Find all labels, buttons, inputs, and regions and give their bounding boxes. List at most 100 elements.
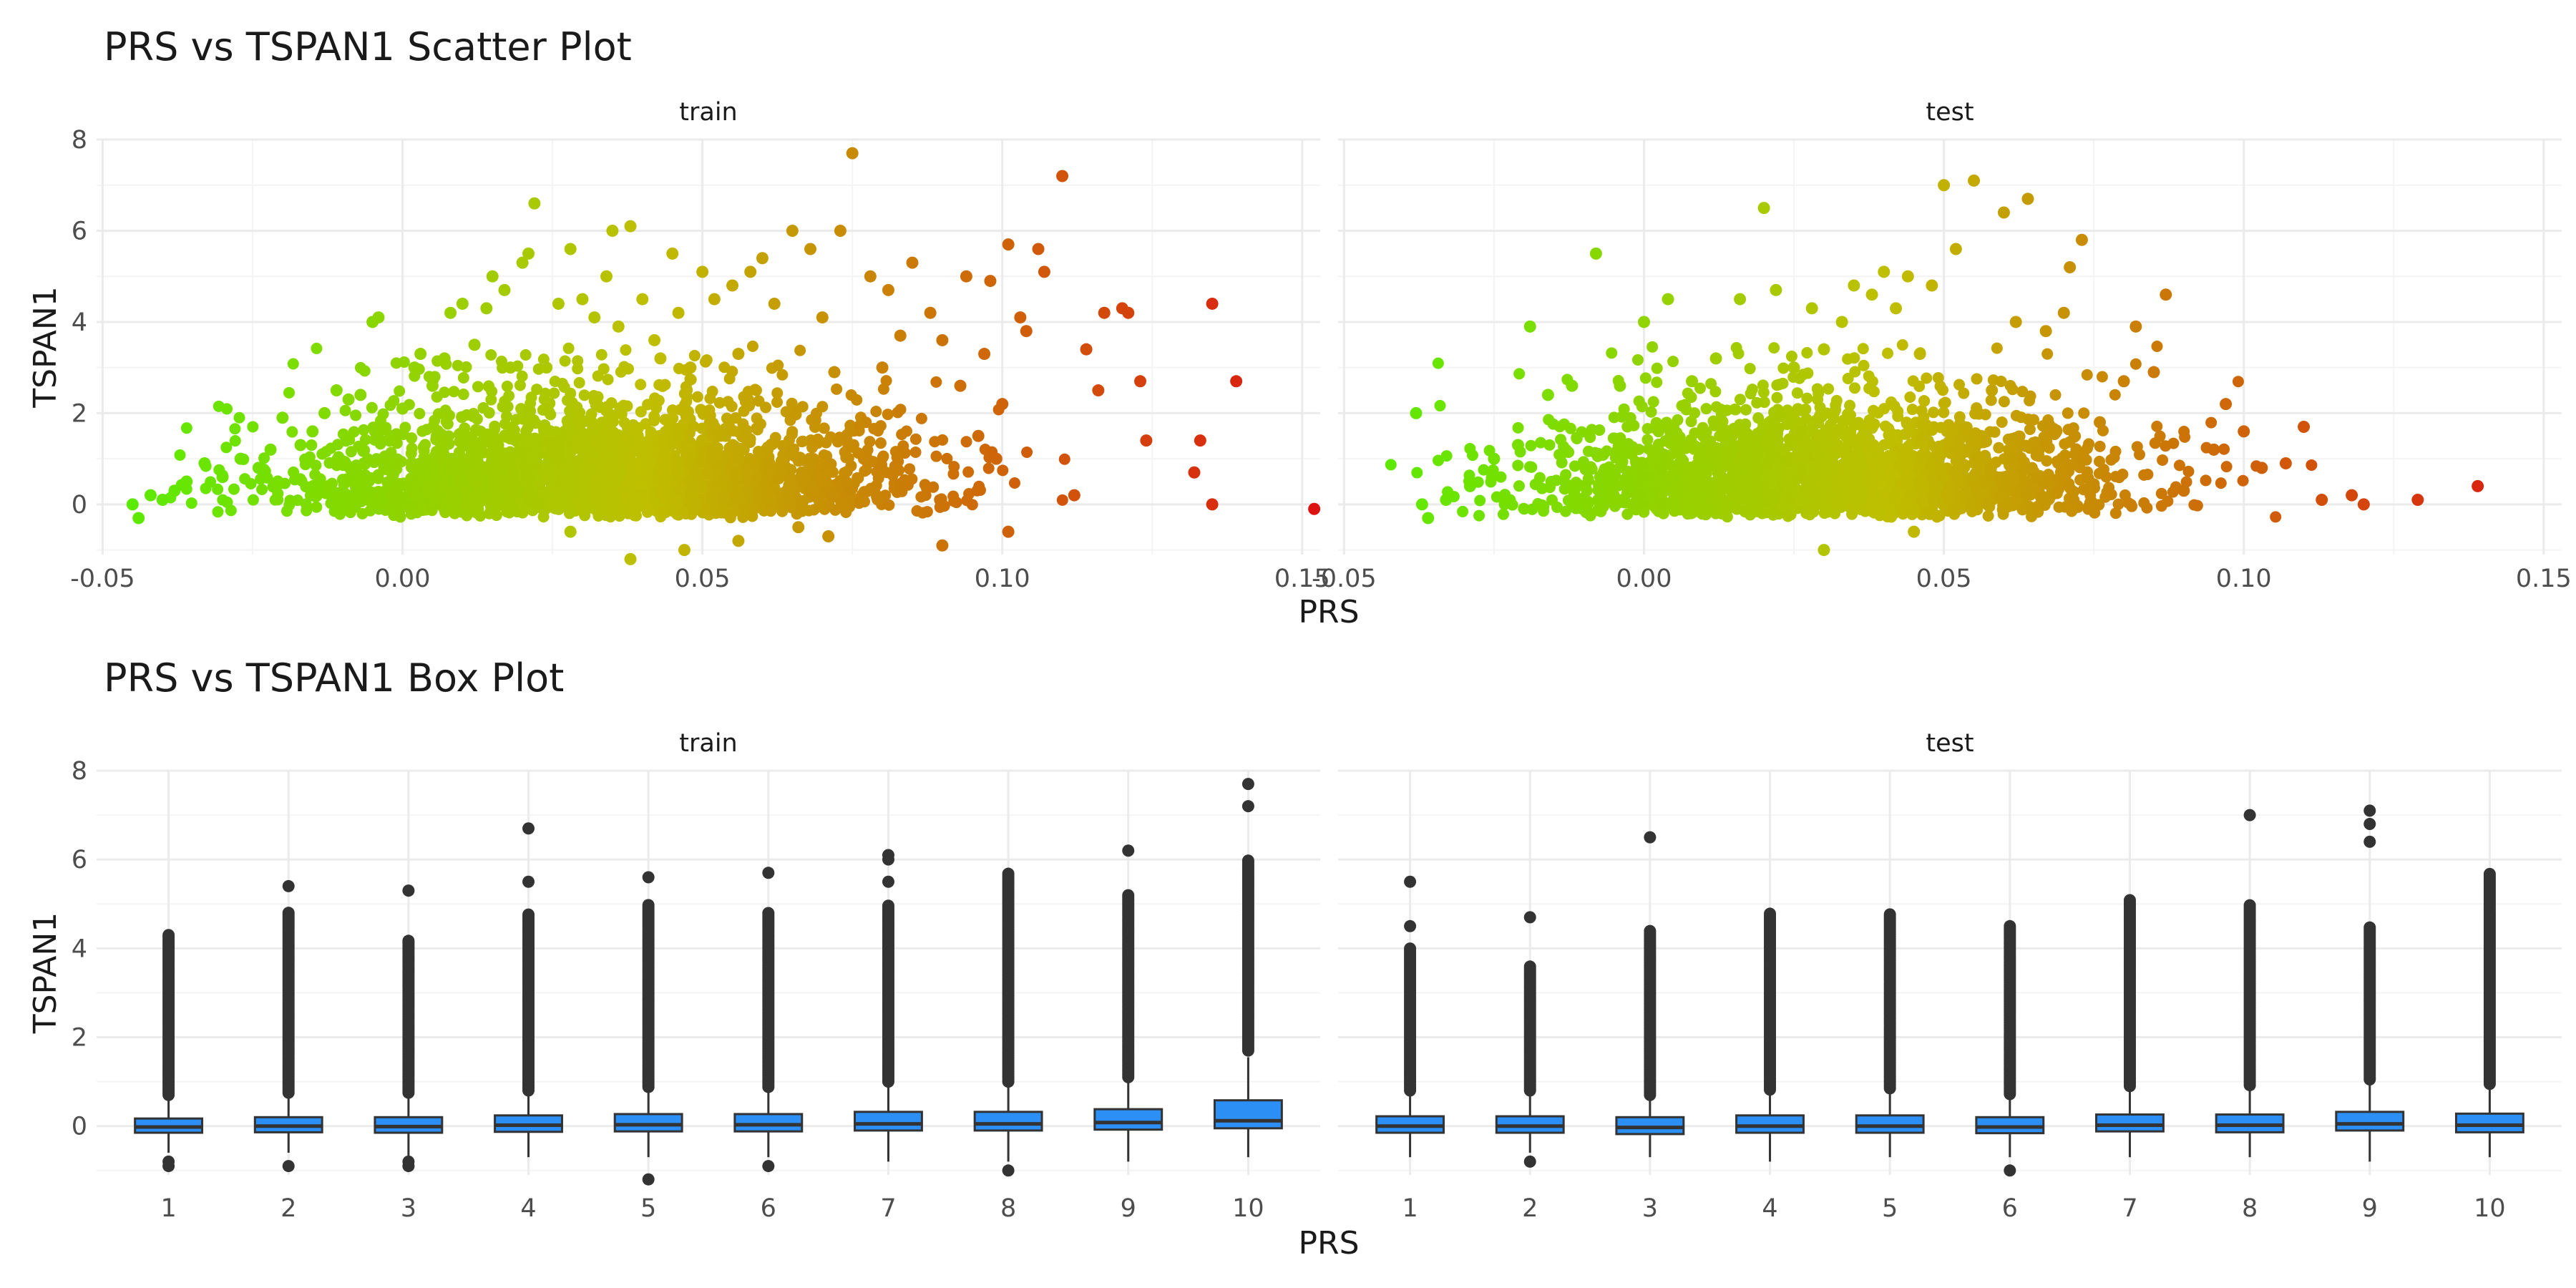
scatter-point [1747, 482, 1759, 494]
scatter-point [797, 494, 809, 507]
scatter-point [2279, 457, 2292, 470]
scatter-point [691, 391, 703, 403]
scatter-point [1761, 438, 1773, 450]
scatter-point [1999, 473, 2011, 485]
scatter-point [927, 481, 940, 493]
scatter-point [366, 316, 379, 328]
scatter-point [602, 374, 614, 386]
scatter-point [1787, 361, 1800, 374]
scatter-point [1712, 457, 1724, 469]
scatter-point [696, 422, 708, 434]
scatter-point [894, 329, 907, 342]
scatter-point [1866, 502, 1878, 514]
scatter-point [548, 387, 560, 399]
box-section-title: PRS vs TSPAN1 Box Plot [104, 655, 564, 701]
scatter-point [1206, 498, 1219, 511]
scatter-point [2066, 505, 2078, 517]
scatter-point [1809, 499, 1821, 512]
scatter-point [1823, 504, 1835, 517]
scatter-point [598, 471, 610, 483]
scatter-point [1734, 293, 1747, 306]
scatter-point [485, 348, 497, 361]
scatter-point [1855, 501, 1867, 513]
scatter-point [1410, 406, 1423, 419]
scatter-point [520, 469, 532, 482]
scatter-point [1890, 302, 1903, 315]
scatter-point [2051, 425, 2063, 437]
scatter-point [2346, 489, 2358, 502]
scatter-point [2117, 375, 2130, 388]
scatter-point [1021, 446, 1033, 458]
y-tick-label: 2 [72, 399, 87, 428]
scatter-point [1744, 363, 1756, 375]
scatter-point [588, 311, 601, 324]
scatter-point [429, 414, 441, 426]
scatter-point [864, 270, 877, 283]
scatter-point [726, 400, 738, 412]
scatter-point [485, 394, 497, 406]
scatter-point [501, 380, 513, 392]
scatter-point [1795, 426, 1807, 438]
scatter-point [960, 436, 972, 448]
scatter-point [2094, 440, 2106, 452]
scatter-point [659, 414, 671, 426]
scatter-point [1781, 477, 1793, 489]
scatter-point [1385, 459, 1397, 471]
scatter-point [562, 394, 574, 406]
scatter-point [410, 480, 422, 492]
scatter-point [545, 469, 557, 481]
scatter-point [1818, 343, 1830, 356]
scatter-point [1857, 343, 1869, 355]
scatter-point [672, 306, 685, 319]
scatter-point [804, 243, 816, 255]
scatter-point [1818, 544, 1830, 557]
scatter-point [2316, 494, 2328, 507]
scatter-point [1710, 441, 1722, 454]
scatter-point [1556, 448, 1568, 460]
scatter-point [590, 396, 602, 408]
scatter-point [1902, 470, 1914, 482]
scatter-point [1651, 362, 1663, 374]
scatter-point [1848, 419, 1860, 431]
scatter-point [1841, 449, 1853, 462]
scatter-point [904, 463, 916, 475]
scatter-point [504, 361, 517, 374]
scatter-point [350, 409, 362, 421]
scatter-point [2155, 500, 2167, 512]
scatter-point [891, 451, 903, 463]
scatter-point [212, 506, 224, 518]
scatter-point [1840, 431, 1852, 443]
scatter-point [2298, 421, 2311, 434]
scatter-point [454, 427, 466, 439]
scatter-point [1773, 379, 1785, 391]
scatter-point [287, 358, 299, 370]
scatter-section-title: PRS vs TSPAN1 Scatter Plot [104, 24, 632, 69]
scatter-point [559, 472, 571, 484]
scatter-point [1933, 440, 1945, 452]
x-tick-label: 0.10 [975, 565, 1030, 593]
scatter-point [451, 488, 463, 500]
scatter-point [2036, 490, 2049, 502]
scatter-point [2082, 466, 2094, 478]
scatter-point [690, 465, 702, 477]
scatter-point [386, 456, 399, 468]
scatter-point [1541, 389, 1554, 401]
scatter-point [756, 252, 769, 265]
scatter-point [1308, 502, 1321, 515]
scatter-point [1662, 293, 1674, 306]
scatter-point [1828, 406, 1840, 419]
scatter-point [539, 419, 551, 431]
scatter-point [1971, 402, 1983, 414]
scatter-point [461, 487, 473, 499]
scatter-point [749, 384, 761, 396]
scatter-point [467, 407, 479, 419]
scatter-point [761, 492, 774, 504]
scatter-point [443, 409, 455, 421]
scatter-point [1673, 448, 1685, 460]
scatter-point [1730, 342, 1742, 354]
scatter-point [542, 436, 554, 449]
scatter-point [1849, 382, 1861, 394]
scatter-point [1638, 316, 1650, 328]
scatter-point [1913, 348, 1926, 361]
scatter-point [1592, 494, 1604, 506]
